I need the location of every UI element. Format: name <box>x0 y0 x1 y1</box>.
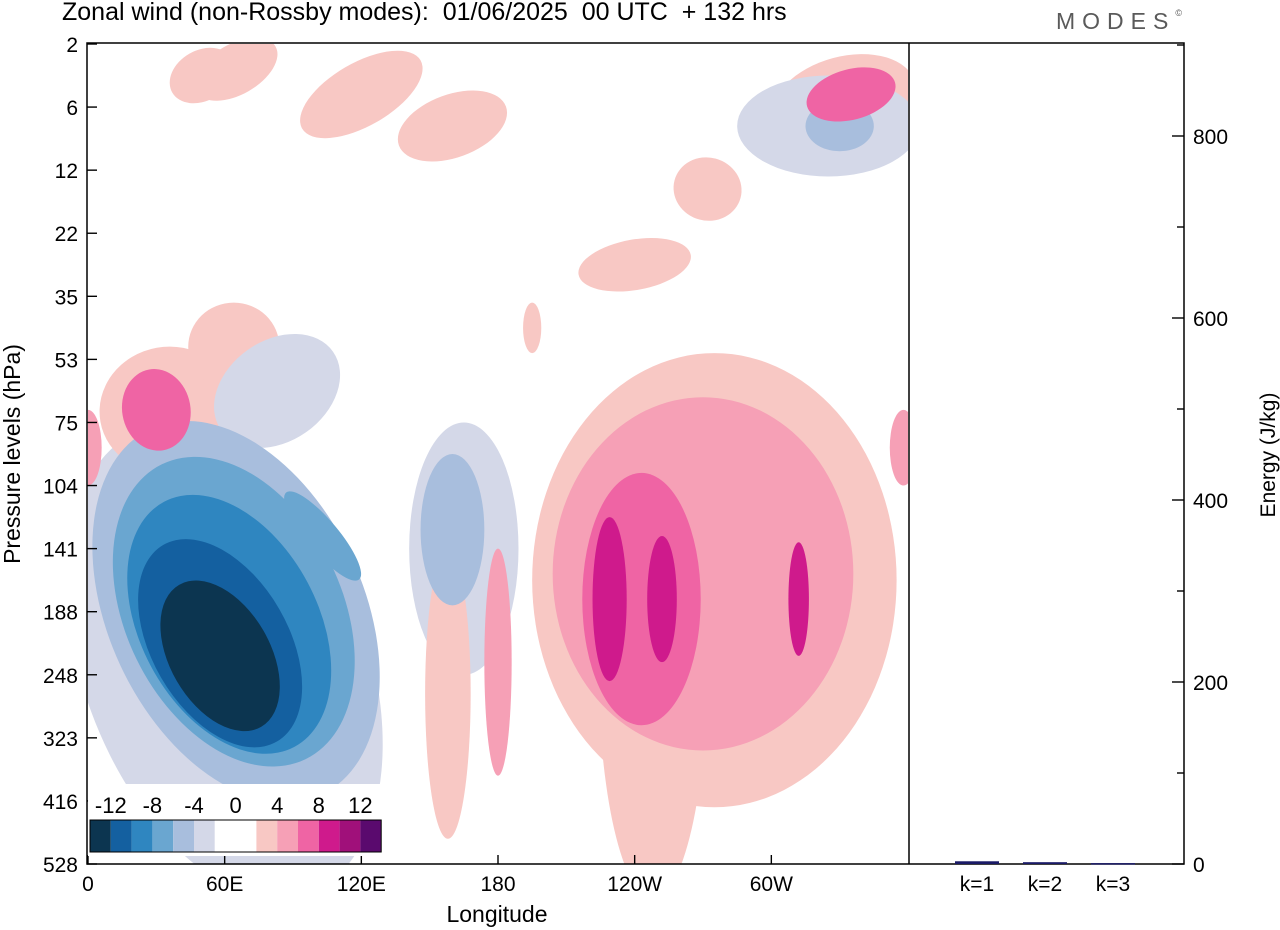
colorbar-swatch <box>298 820 319 852</box>
wind-contour-blob <box>88 409 102 486</box>
wind-contour-blob <box>425 548 471 839</box>
logo-mark: © <box>1175 8 1182 18</box>
wind-contour-blob <box>592 517 627 682</box>
y-tick-label: 6 <box>66 97 78 120</box>
colorbar-swatch <box>339 820 361 852</box>
colorbar-swatch <box>318 820 340 852</box>
x-tick-label: 60W <box>750 873 793 896</box>
wind-contour-blob <box>673 157 742 221</box>
colorbar-tick-label: 0 <box>229 793 241 818</box>
bar-category-label: k=3 <box>1096 873 1130 896</box>
y-tick-label: 248 <box>43 665 78 688</box>
colorbar-swatch <box>277 820 298 852</box>
x-tick-label: 120W <box>607 873 662 896</box>
y-tick-label: 104 <box>43 476 78 499</box>
x-tick-label: 120E <box>337 873 386 896</box>
colorbar-swatch <box>194 820 215 852</box>
wind-contour-blob <box>284 491 362 581</box>
y-tick-label: 323 <box>43 728 78 751</box>
energy-bar <box>1023 862 1067 864</box>
chart-title: Zonal wind (non-Rossby modes): 01/06/202… <box>62 0 787 26</box>
modes-logo: MODES© <box>1056 8 1182 34</box>
wind-contour-blob <box>121 369 191 451</box>
energy-axis-label: Energy (J/kg) <box>1257 393 1280 518</box>
bar-category-label: k=2 <box>1028 873 1062 896</box>
heatmap-field <box>88 44 908 864</box>
energy-tick-label: 800 <box>1193 126 1228 149</box>
wind-contour-blob <box>788 542 809 656</box>
wind-contour-blob <box>578 238 691 292</box>
x-tick-label: 60E <box>206 873 243 896</box>
y-tick-label: 416 <box>43 791 78 814</box>
y-tick-label: 141 <box>43 539 78 562</box>
energy-axis: 0 200 400 600 800 <box>1172 44 1228 877</box>
y-tick-label: 53 <box>55 349 78 372</box>
wind-contour-blob <box>484 548 512 776</box>
wind-contour-blob <box>806 67 896 122</box>
energy-tick-label: 400 <box>1193 490 1228 513</box>
colorbar-swatch <box>173 820 194 852</box>
y-tick-label: 35 <box>55 286 78 309</box>
colorbar-swatch <box>90 820 111 852</box>
y-tick-label: 528 <box>43 854 78 877</box>
wind-contour-blob <box>214 333 341 448</box>
colorbar: -12 -8 -4 0 4 8 12 <box>88 784 382 856</box>
colorbar-tick-label: -12 <box>95 793 127 818</box>
pressure-axis: 2 6 12 22 35 53 75 104 141 188 248 323 416 528 <box>43 34 97 877</box>
colorbar-swatch <box>152 820 174 852</box>
colorbar-swatch <box>110 820 132 852</box>
x-tick-label: 0 <box>82 873 94 896</box>
colorbar-swatch <box>214 820 236 852</box>
colorbar-tick-label: 12 <box>348 793 372 818</box>
energy-tick-label: 600 <box>1193 308 1228 331</box>
colorbar-frame <box>89 819 382 853</box>
y-tick-label: 2 <box>66 34 78 57</box>
colorbar-tick-label: 8 <box>313 793 325 818</box>
y-tick-label: 12 <box>55 160 78 183</box>
energy-bar <box>1091 863 1135 865</box>
y-axis-label: Pressure levels (hPa) <box>0 344 25 564</box>
y-tick-label: 22 <box>55 223 78 246</box>
energy-bar <box>955 861 999 864</box>
wind-contour-blob <box>194 44 278 101</box>
longitude-axis: 0 60E 120E 180 120W 60W <box>82 855 793 896</box>
bar-category-label: k=1 <box>960 873 994 896</box>
x-tick-label: 180 <box>480 873 515 896</box>
energy-tick-label: 200 <box>1193 672 1228 695</box>
colorbar-tick-label: -4 <box>184 793 204 818</box>
energy-tick-label: 0 <box>1193 854 1205 877</box>
y-tick-label: 75 <box>55 412 78 435</box>
plot-frame <box>86 42 1185 865</box>
wind-contour-blob <box>397 90 508 162</box>
wind-contour-blob <box>523 302 542 354</box>
energy-bars: k=1 k=2 k=3 <box>955 861 1135 896</box>
x-axis-label: Longitude <box>446 901 547 927</box>
y-tick-label: 188 <box>43 602 78 625</box>
colorbar-swatch <box>235 820 257 852</box>
colorbar-swatch <box>256 820 278 852</box>
colorbar-tick-label: 4 <box>271 793 283 818</box>
colorbar-tick-label: -8 <box>143 793 163 818</box>
colorbar-swatch <box>131 820 153 852</box>
wind-contour-blob <box>300 50 423 139</box>
wind-contour-blob <box>160 580 280 732</box>
wind-contour-blob <box>889 409 908 486</box>
wind-contour-blob <box>647 536 677 663</box>
colorbar-swatch <box>360 820 382 852</box>
wind-contour-blob <box>420 454 485 606</box>
